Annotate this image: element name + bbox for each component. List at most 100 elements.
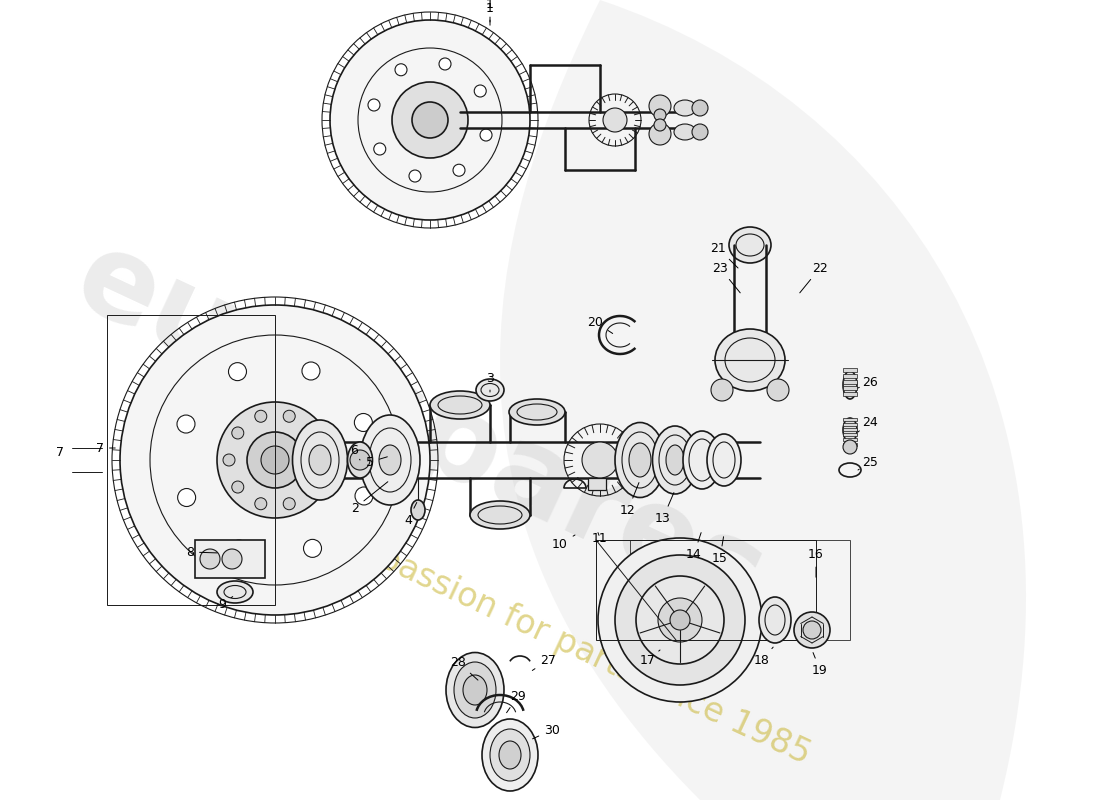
Text: 1: 1: [486, 0, 494, 26]
Circle shape: [350, 450, 370, 470]
Ellipse shape: [843, 371, 857, 399]
Circle shape: [654, 119, 666, 131]
Text: 7: 7: [56, 446, 64, 458]
Ellipse shape: [843, 418, 857, 442]
Ellipse shape: [509, 399, 565, 425]
Text: 7: 7: [96, 442, 115, 454]
Text: 29: 29: [507, 690, 526, 713]
Circle shape: [767, 379, 789, 401]
Text: 15: 15: [712, 537, 728, 565]
Ellipse shape: [707, 434, 741, 486]
Circle shape: [392, 82, 468, 158]
Bar: [843, 433, 857, 436]
PathPatch shape: [500, 0, 1026, 800]
Circle shape: [248, 432, 302, 488]
Text: 5: 5: [366, 455, 387, 469]
Circle shape: [302, 362, 320, 380]
Ellipse shape: [482, 719, 538, 791]
Text: a passion for parts since 1985: a passion for parts since 1985: [344, 529, 815, 771]
Circle shape: [409, 170, 421, 182]
Ellipse shape: [217, 581, 253, 603]
Text: 20: 20: [587, 315, 613, 334]
Circle shape: [304, 539, 321, 558]
Ellipse shape: [759, 597, 791, 643]
Ellipse shape: [729, 227, 771, 263]
Ellipse shape: [674, 124, 696, 140]
Bar: [843, 368, 857, 372]
Ellipse shape: [411, 500, 425, 520]
Circle shape: [120, 305, 430, 615]
Bar: [195, 540, 265, 578]
Bar: [843, 443, 857, 446]
Ellipse shape: [470, 501, 530, 529]
Circle shape: [315, 454, 327, 466]
Ellipse shape: [454, 662, 496, 718]
Circle shape: [582, 442, 618, 478]
Circle shape: [670, 610, 690, 630]
Circle shape: [794, 612, 830, 648]
Text: 10: 10: [552, 535, 575, 550]
Text: 2: 2: [351, 482, 388, 514]
Text: 6: 6: [350, 443, 360, 460]
Circle shape: [355, 487, 373, 505]
Ellipse shape: [309, 445, 331, 475]
Ellipse shape: [674, 100, 696, 116]
Text: 18: 18: [755, 647, 773, 666]
Ellipse shape: [348, 442, 373, 478]
Circle shape: [374, 143, 386, 155]
Bar: [843, 386, 857, 390]
Circle shape: [330, 20, 530, 220]
Circle shape: [692, 124, 708, 140]
Bar: [596, 540, 816, 640]
Circle shape: [636, 576, 724, 664]
Text: 23: 23: [712, 262, 740, 293]
Circle shape: [615, 555, 745, 685]
Text: 14: 14: [686, 533, 702, 561]
Text: 16: 16: [808, 549, 824, 578]
Circle shape: [283, 498, 295, 510]
Text: 24: 24: [858, 415, 878, 432]
Circle shape: [255, 410, 267, 422]
Text: 28: 28: [450, 655, 477, 680]
Ellipse shape: [715, 329, 785, 391]
Text: 4: 4: [404, 502, 417, 526]
Ellipse shape: [430, 391, 490, 419]
Text: 17: 17: [640, 650, 660, 666]
Ellipse shape: [446, 653, 504, 727]
Circle shape: [439, 58, 451, 70]
Circle shape: [217, 402, 333, 518]
Bar: [843, 438, 857, 441]
Circle shape: [598, 538, 762, 702]
Ellipse shape: [476, 379, 504, 401]
Circle shape: [230, 540, 248, 558]
Circle shape: [261, 446, 289, 474]
Circle shape: [306, 481, 318, 493]
Circle shape: [480, 129, 492, 141]
Text: 25: 25: [858, 455, 878, 470]
Bar: [630, 540, 850, 640]
Circle shape: [222, 549, 242, 569]
Circle shape: [658, 598, 702, 642]
Text: 9: 9: [218, 597, 233, 610]
Ellipse shape: [499, 741, 521, 769]
Text: 12: 12: [620, 482, 639, 517]
Circle shape: [453, 164, 465, 176]
Circle shape: [649, 95, 671, 117]
Circle shape: [200, 549, 220, 569]
Bar: [843, 418, 857, 421]
Ellipse shape: [629, 443, 651, 477]
Circle shape: [603, 108, 627, 132]
Circle shape: [654, 109, 666, 121]
Text: 3: 3: [486, 371, 494, 392]
Circle shape: [474, 85, 486, 97]
Ellipse shape: [463, 675, 487, 705]
Bar: [843, 380, 857, 384]
Ellipse shape: [360, 415, 420, 505]
Text: 8: 8: [186, 546, 217, 558]
Circle shape: [843, 440, 857, 454]
Ellipse shape: [683, 431, 720, 489]
Text: 19: 19: [812, 653, 828, 677]
Circle shape: [412, 102, 448, 138]
Text: 13: 13: [656, 493, 674, 525]
Text: eurospares: eurospares: [57, 220, 782, 640]
